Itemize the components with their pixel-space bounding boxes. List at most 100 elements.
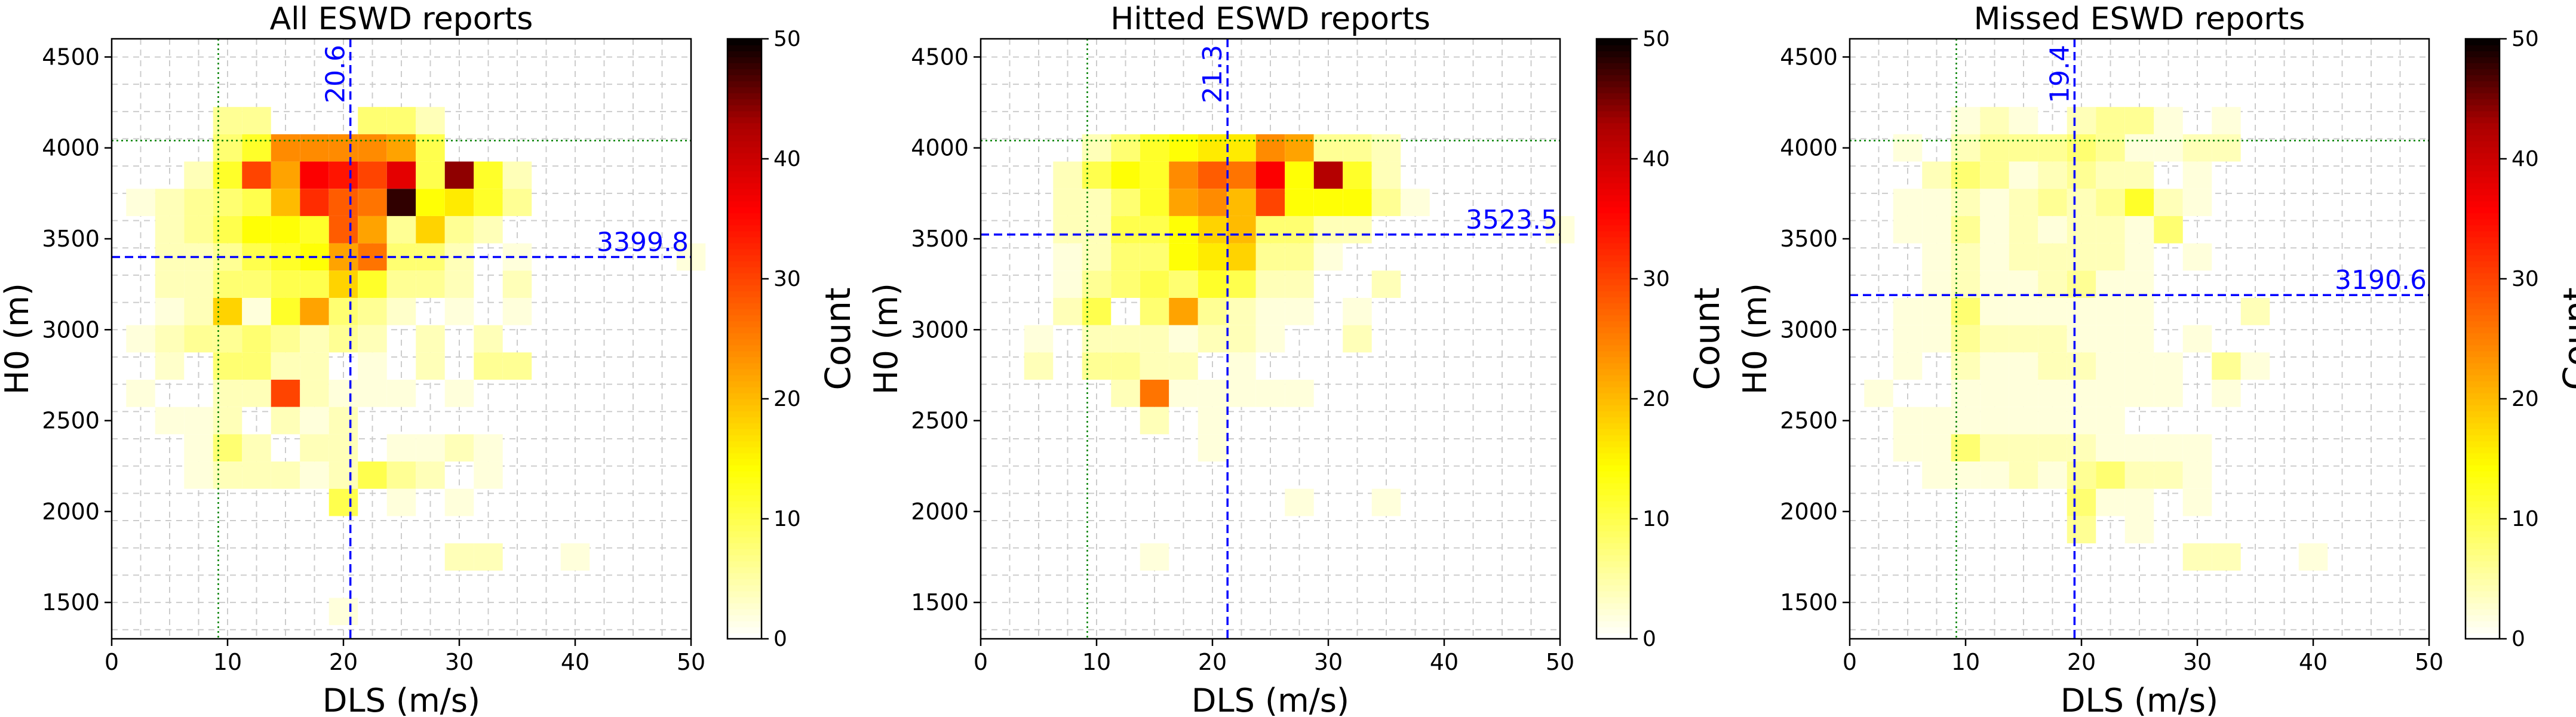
colorbar-tick-label: 40: [1642, 147, 1670, 171]
heatmap-cell: [386, 434, 416, 462]
colorbar-segment: [1596, 494, 1631, 501]
heatmap-cell: [184, 161, 213, 189]
colorbar-segment: [1596, 315, 1631, 322]
heatmap-cell: [1169, 216, 1198, 244]
heatmap-cell: [1285, 380, 1314, 407]
heatmap-cell: [328, 407, 358, 435]
colorbar-tick-label: 0: [773, 627, 787, 651]
colorbar-segment: [2466, 447, 2500, 454]
heatmap-cell: [2154, 380, 2183, 407]
heatmap-cell: [1111, 134, 1140, 162]
heatmap-cell: [1371, 488, 1401, 516]
colorbar-segment: [727, 152, 762, 159]
colorbar-segment: [2466, 441, 2500, 448]
colorbar-segment: [2466, 291, 2500, 297]
heatmap-cell: [1140, 380, 1169, 407]
heatmap-cell: [502, 189, 532, 216]
heatmap-cell: [2067, 297, 2096, 325]
colorbar-segment: [2466, 423, 2500, 430]
y-tick-label: 1500: [1780, 589, 1838, 616]
colorbar-segment: [727, 608, 762, 616]
colorbar-segment: [2466, 213, 2500, 220]
colorbar: 0 10 20 30 40 50 Count: [726, 27, 858, 651]
colorbar-segment: [727, 500, 762, 507]
heatmap-cell: [2096, 216, 2125, 244]
heatmap-cell: [213, 352, 242, 380]
heatmap-cell: [2009, 189, 2038, 216]
heatmap-cell: [1198, 325, 1227, 353]
heatmap-cell: [474, 325, 503, 353]
colorbar-segment: [727, 87, 762, 94]
heatmap-cell: [358, 325, 387, 353]
heatmap-cell: [1082, 216, 1112, 244]
x-tick-label: 20: [2067, 649, 2096, 675]
heatmap-cell: [416, 270, 445, 298]
chart-title: All ESWD reports: [270, 1, 533, 37]
colorbar-segment: [2466, 189, 2500, 196]
heatmap-cell: [1371, 189, 1401, 216]
heatmap-cell: [184, 297, 213, 325]
colorbar-segment: [727, 116, 762, 124]
colorbar-segment: [2466, 614, 2500, 621]
colorbar-tick-label: 20: [2511, 387, 2539, 411]
colorbar-label: Count: [2556, 287, 2576, 390]
heatmap-cell: [1951, 107, 1981, 134]
heatmap-cell: [2096, 297, 2125, 325]
heatmap-cell: [1255, 325, 1285, 353]
colorbar-tick-label: 10: [1642, 507, 1670, 531]
colorbar-segment: [727, 632, 762, 639]
colorbar-segment: [1596, 531, 1631, 537]
colorbar-segment: [1596, 399, 1631, 405]
colorbar-segment: [1596, 453, 1631, 460]
heatmap-cell: [1922, 407, 1951, 435]
chart-title: Hitted ESWD reports: [1110, 1, 1430, 37]
heatmap-cell: [1140, 543, 1169, 571]
heatmap-cell: [1313, 134, 1343, 162]
y-tick-label: 3500: [1780, 226, 1838, 252]
heatmap-cell: [416, 461, 445, 489]
heatmap-cell: [2009, 243, 2038, 271]
heatmap-cell: [1169, 325, 1198, 353]
heatmap-cell: [386, 380, 416, 407]
colorbar-segment: [2466, 567, 2500, 574]
colorbar-segment: [2466, 303, 2500, 310]
heatmap-cell: [386, 461, 416, 489]
colorbar-segment: [1596, 441, 1631, 448]
colorbar-segment: [2466, 279, 2500, 285]
heatmap-cell: [1980, 434, 2009, 462]
heatmap-cell: [213, 461, 242, 489]
heatmap-cell: [1951, 352, 1981, 380]
colorbar-segment: [727, 146, 762, 153]
heatmap-cell: [358, 189, 387, 216]
heatmap-cell: [1169, 297, 1198, 325]
colorbar-segment: [727, 555, 762, 562]
colorbar-segment: [727, 423, 762, 430]
heatmap-cell: [2240, 297, 2270, 325]
heatmap-cell: [1255, 216, 1285, 244]
colorbar-segment: [727, 488, 762, 496]
colorbar-segment: [1596, 122, 1631, 130]
colorbar-segment: [2466, 207, 2500, 214]
colorbar-segment: [1596, 63, 1631, 70]
heatmap-cell: [271, 134, 300, 162]
heatmap-cell: [328, 134, 358, 162]
colorbar-segment: [2466, 201, 2500, 208]
x-tick-label: 50: [2415, 649, 2443, 675]
colorbar-segment: [1596, 458, 1631, 466]
colorbar-segment: [727, 242, 762, 250]
colorbar-segment: [1596, 405, 1631, 411]
heatmap-cell: [2038, 352, 2067, 380]
heatmap-cell: [1343, 134, 1372, 162]
heatmap-cell: [2067, 107, 2096, 134]
heatmap-cell: [1951, 243, 1981, 271]
heatmap-cell: [2038, 297, 2067, 325]
heatmap-cell: [416, 161, 445, 189]
heatmap-cell: [1198, 407, 1227, 435]
heatmap-cell: [1198, 189, 1227, 216]
heatmap-cell: [416, 434, 445, 462]
heatmap-cell: [300, 380, 329, 407]
heatmap-cell: [242, 216, 271, 244]
heatmap-cells: [126, 107, 706, 626]
colorbar-segment: [727, 537, 762, 543]
heatmap-cell: [184, 216, 213, 244]
